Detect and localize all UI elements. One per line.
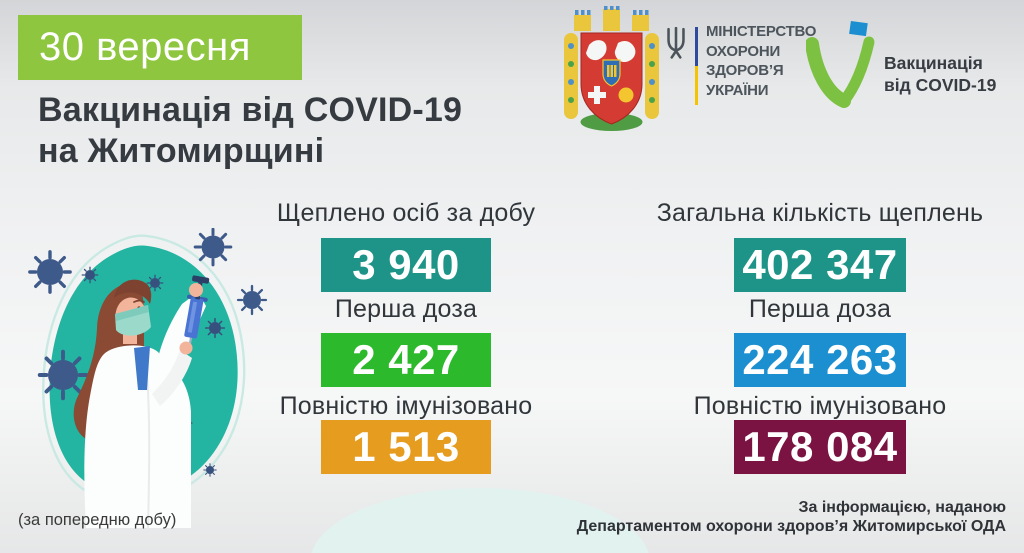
footer-source-line1: За інформацією, наданою	[798, 499, 1006, 516]
ministry-of-health-logo: МІНІСТЕРСТВО ОХОРОНИ ЗДОРОВ’Я УКРАЇНИ	[665, 22, 835, 112]
footer-source: За інформацією, наданою Департаментом ох…	[577, 498, 1006, 536]
nurse-illustration	[28, 228, 268, 528]
virus-icon	[81, 266, 99, 284]
total-fully-immunized-label: Повністю імунізовано	[693, 392, 947, 420]
daily-stats-title: Щеплено осіб за добу	[276, 199, 536, 227]
page-title: Вакцинація від COVID-19 на Житомирщині	[38, 90, 462, 172]
coa-wheat-ornament	[564, 33, 659, 119]
daily-total-value-box: 3 940	[321, 238, 491, 292]
page-title-line2: на Житомирщині	[38, 132, 325, 170]
virus-icon	[37, 349, 89, 401]
ministry-name-line: МІНІСТЕРСТВО	[706, 23, 817, 40]
daily-fully-immunized-value-box: 1 513	[321, 420, 491, 474]
total-value: 402 347	[742, 241, 898, 288]
nurse-figure	[73, 275, 210, 528]
vaccination-v-logo-icon	[806, 20, 875, 108]
footer-note: (за попередню добу)	[18, 511, 177, 529]
daily-first-dose-label: Перша доза	[334, 295, 478, 323]
daily-stats-column: Щеплено осіб за добу 3 940 Перша доза 2 …	[211, 200, 601, 474]
coa-shield	[580, 32, 643, 125]
ministry-name-line: ОХОРОНИ	[706, 42, 781, 60]
page-title-line1: Вакцинація від COVID-19	[38, 91, 463, 129]
daily-first-dose-value-box: 2 427	[321, 333, 491, 387]
daily-total-value: 3 940	[352, 241, 460, 288]
daily-first-dose-value: 2 427	[352, 336, 460, 383]
total-first-dose-label: Перша доза	[748, 295, 892, 323]
total-first-dose-value: 224 263	[742, 336, 898, 383]
vaccination-logo-text: Вакцинація від COVID-19	[884, 52, 996, 96]
total-fully-immunized-value-box: 178 084	[734, 420, 906, 474]
date-badge: 30 вересня	[18, 15, 302, 80]
coa-towers	[574, 6, 649, 31]
virus-icon	[28, 250, 72, 294]
flag-bar	[695, 27, 698, 105]
vaccination-logo-line1: Вакцинація	[884, 53, 983, 73]
total-stats-column: Загальна кількість щеплень 402 347 Перша…	[625, 200, 1015, 474]
total-stats-title: Загальна кількість щеплень	[656, 199, 984, 227]
syringe	[184, 275, 210, 349]
ministry-name-line: УКРАЇНИ	[706, 81, 769, 99]
footer-source-line2: Департаментом охорони здоров’я Житомирсь…	[576, 518, 1006, 535]
ministry-name-line: ЗДОРОВ’Я	[706, 62, 784, 79]
total-value-box: 402 347	[734, 238, 906, 292]
total-fully-immunized-value: 178 084	[742, 423, 898, 470]
zhytomyr-coat-of-arms-icon	[564, 6, 659, 131]
trident-icon	[667, 27, 685, 59]
vaccination-logo-line2: від COVID-19	[884, 75, 997, 95]
total-first-dose-value-box: 224 263	[734, 333, 906, 387]
ministry-name: МІНІСТЕРСТВО ОХОРОНИ ЗДОРОВ’Я УКРАЇНИ	[706, 22, 826, 100]
daily-fully-immunized-label: Повністю імунізовано	[279, 392, 533, 420]
daily-fully-immunized-value: 1 513	[352, 423, 460, 470]
